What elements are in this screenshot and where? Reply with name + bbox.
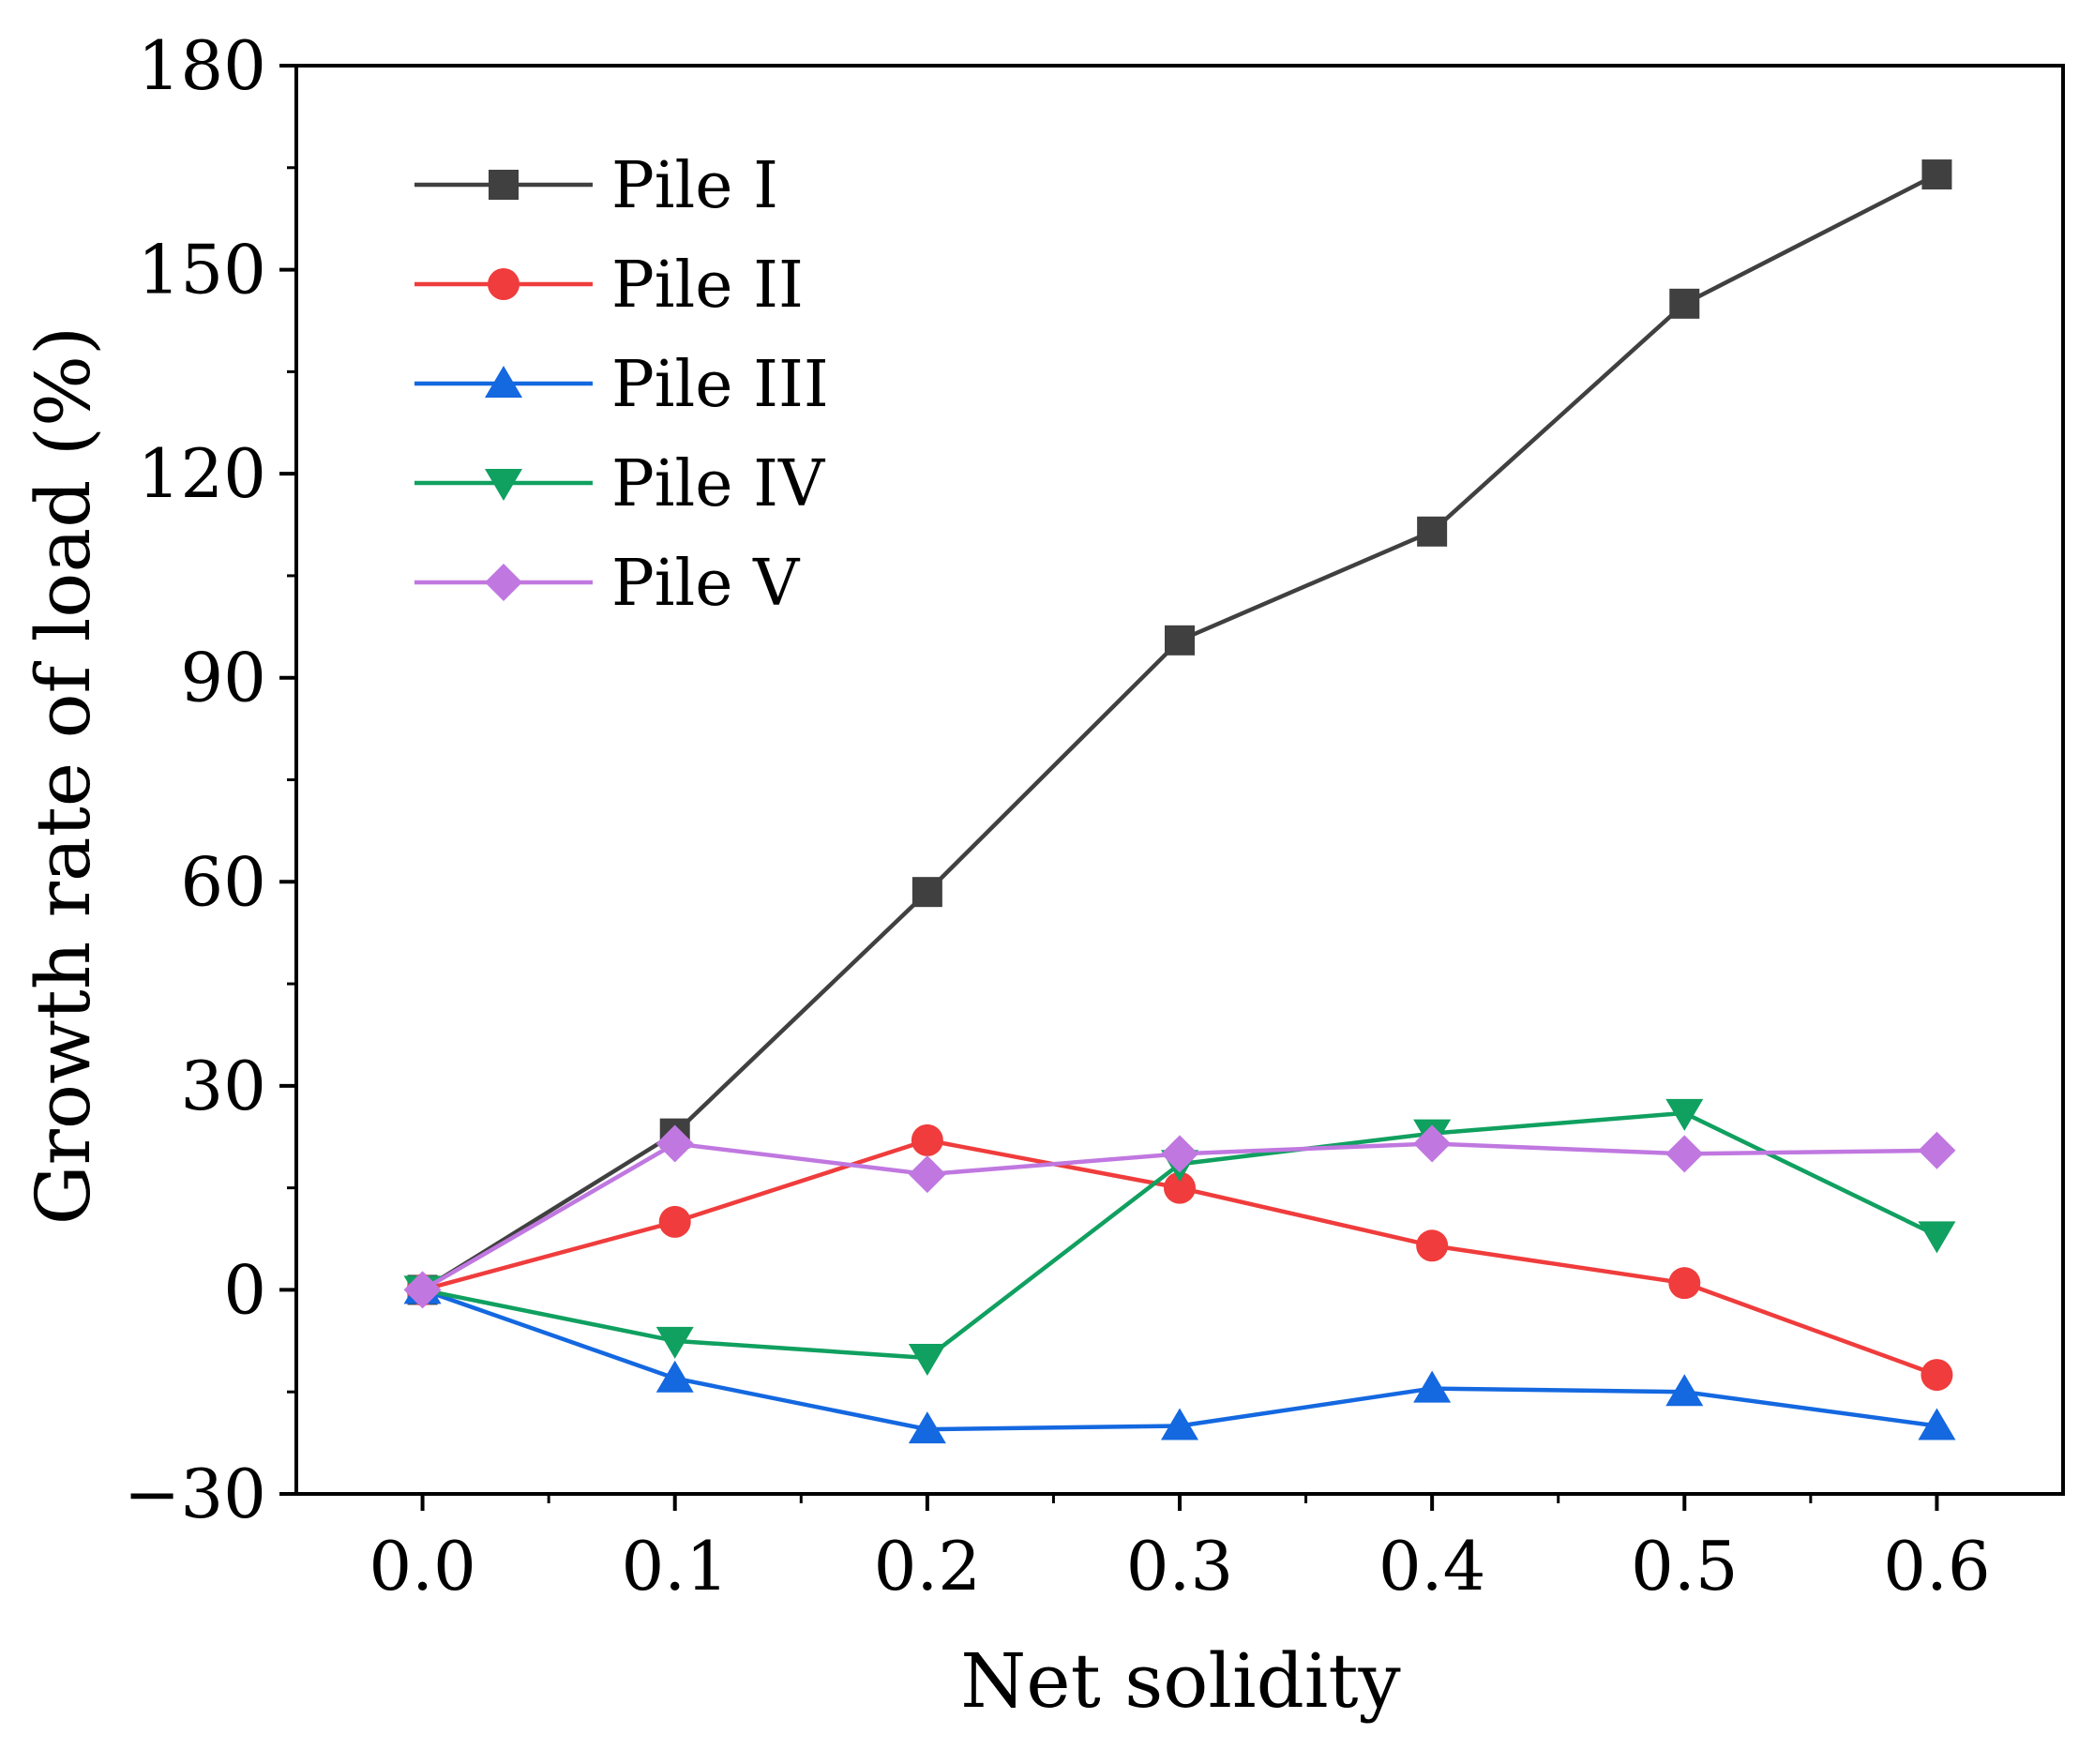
series-pile-ii (406, 1123, 1953, 1392)
data-point-pile-ii (1668, 1267, 1701, 1300)
plot-frame (294, 64, 2065, 1496)
data-point-pile-ii (1416, 1229, 1449, 1262)
y-tick-label: 60 (180, 842, 266, 921)
data-point-pile-v (403, 1271, 442, 1309)
legend-label-pile-iii: Pile III (611, 348, 829, 422)
x-axis-title: Net solidity (960, 1637, 1400, 1725)
data-point-pile-ii (911, 1123, 943, 1156)
data-point-pile-i (1921, 159, 1952, 190)
x-tick-label: 0.4 (1378, 1527, 1486, 1606)
x-tick-label: 0.5 (1631, 1527, 1739, 1606)
y-tick-label: 30 (180, 1047, 266, 1125)
data-point-pile-i (1417, 516, 1448, 547)
legend-label-pile-i: Pile I (611, 149, 778, 223)
data-point-pile-iii (1665, 1374, 1704, 1407)
legend-marker-pile-ii (488, 268, 520, 300)
series-pile-i (407, 159, 1952, 1305)
legend-label-pile-v: Pile V (611, 547, 801, 621)
x-tick-label: 0.1 (621, 1527, 729, 1606)
data-point-pile-v (655, 1124, 694, 1163)
legend-label-pile-iv: Pile IV (611, 447, 826, 521)
data-point-pile-iv (908, 1343, 946, 1376)
y-tick-label: 120 (138, 434, 266, 513)
data-point-pile-iv (655, 1326, 694, 1359)
data-point-pile-ii (1921, 1359, 1953, 1392)
data-point-pile-iv (1918, 1221, 1956, 1254)
data-point-pile-ii (658, 1205, 691, 1238)
legend-item-pile-ii: Pile II (414, 249, 804, 323)
legend: Pile I Pile II Pile III Pile IV Pile V (414, 149, 829, 621)
legend-item-pile-i: Pile I (414, 149, 778, 223)
x-tick-label: 0.3 (1126, 1527, 1234, 1606)
x-tick-label: 0.6 (1883, 1527, 1991, 1606)
legend-item-pile-iii: Pile III (414, 348, 829, 422)
y-tick-label: −30 (124, 1455, 266, 1533)
y-axis-title: Growth rate of load (%) (20, 326, 107, 1225)
y-tick-label: 180 (138, 26, 266, 105)
legend-marker-pile-iii (485, 366, 522, 398)
x-tick-label: 0.0 (369, 1527, 476, 1606)
data-point-pile-v (1161, 1135, 1198, 1173)
data-point-pile-v (1413, 1124, 1452, 1163)
data-point-pile-v (1918, 1131, 1956, 1169)
data-point-pile-i (1669, 288, 1700, 319)
y-tick-label: 150 (138, 231, 266, 309)
legend-item-pile-v: Pile V (414, 547, 801, 621)
series-pile-v (403, 1124, 1956, 1309)
axes: −30 0 30 60 90 120 150 180 0.0 0.1 0.2 0.3 0.4 0.5 0.6 (124, 26, 2065, 1606)
data-point-pile-iii (655, 1360, 694, 1393)
legend-marker-pile-i (489, 170, 519, 200)
legend-marker-pile-iv (485, 469, 522, 501)
data-point-pile-iii (1918, 1408, 1956, 1440)
data-point-pile-iii (908, 1411, 946, 1444)
legend-item-pile-iv: Pile IV (414, 447, 826, 521)
x-tick-label: 0.2 (874, 1527, 982, 1606)
data-point-pile-ii (1164, 1171, 1196, 1204)
series-line-pile-i (421, 173, 1938, 1292)
data-point-pile-i (1165, 625, 1195, 656)
series-layer (403, 159, 1956, 1444)
data-point-pile-i (911, 877, 942, 908)
data-point-pile-iii (1413, 1370, 1452, 1403)
y-tick-label: 90 (180, 639, 266, 717)
legend-marker-pile-v (485, 564, 522, 601)
data-point-pile-v (1665, 1135, 1704, 1173)
y-tick-label: 0 (223, 1250, 266, 1329)
data-point-pile-iii (1161, 1408, 1198, 1440)
data-point-pile-iv (1665, 1098, 1704, 1131)
data-point-pile-v (908, 1155, 946, 1194)
legend-label-pile-ii: Pile II (611, 249, 804, 323)
